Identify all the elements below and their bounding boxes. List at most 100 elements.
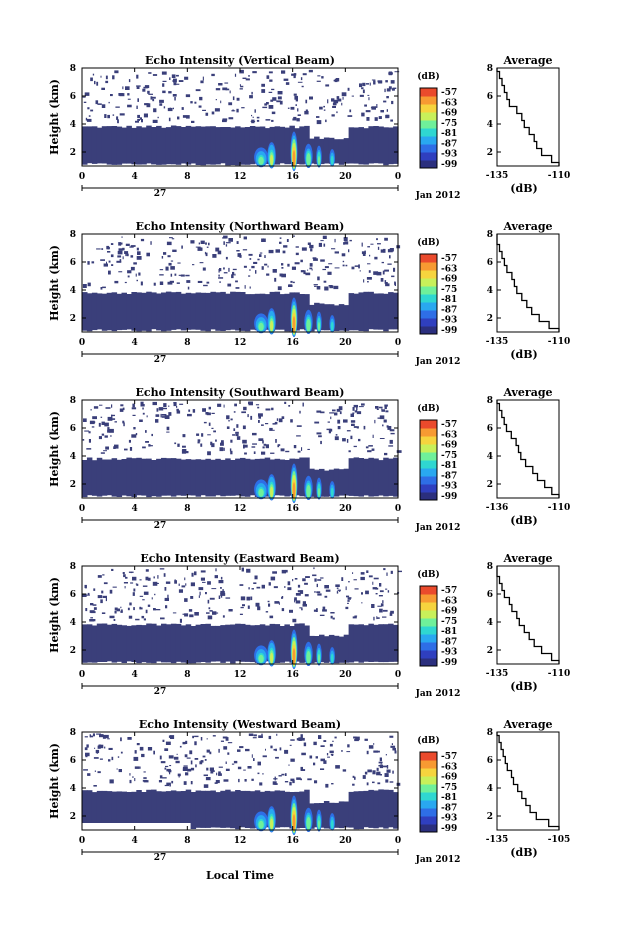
echo-cell	[393, 792, 399, 829]
echo-cell	[109, 779, 114, 784]
echo-cell	[159, 281, 164, 285]
echo-cell	[233, 428, 236, 431]
colorbar-tick-label: -87	[441, 803, 457, 813]
chart-title: Echo Intensity (Eastward Beam)	[140, 552, 339, 565]
colorbar-swatch	[420, 752, 437, 761]
echo-cell	[270, 818, 274, 830]
echo-cell	[106, 624, 113, 662]
echo-cell	[112, 75, 115, 80]
echo-cell	[279, 126, 285, 164]
echo-cell	[288, 284, 293, 287]
echo-cell	[220, 442, 224, 446]
echo-cell	[333, 468, 340, 497]
echo-cell	[98, 744, 102, 747]
echo-cell	[316, 608, 318, 612]
echo-cell	[251, 754, 253, 758]
echo-cell	[93, 785, 97, 787]
y-axis-label: Height (km)	[48, 79, 61, 155]
colorbar-swatch	[420, 760, 437, 769]
echo-cell	[277, 286, 282, 291]
echo-cell	[349, 597, 352, 599]
echo-cell	[249, 269, 251, 271]
colorbar-tick-label: -99	[441, 824, 457, 834]
echo-cell	[327, 421, 330, 423]
echo-cell	[274, 277, 277, 282]
echo-cell	[248, 733, 254, 736]
echo-cell	[279, 459, 285, 496]
echo-cell	[86, 744, 89, 748]
x-tick-label: 12	[234, 504, 247, 514]
echo-cell	[158, 780, 162, 783]
echo-cell	[274, 458, 281, 496]
echo-cell	[160, 617, 165, 620]
echo-cell	[353, 445, 357, 448]
echo-cell	[353, 426, 357, 428]
echo-cell	[261, 266, 264, 270]
echo-cell	[230, 450, 233, 455]
echo-cell	[151, 597, 153, 600]
echo-cell	[303, 270, 306, 275]
echo-cell	[179, 403, 184, 405]
echo-cell	[346, 751, 351, 753]
echo-cell	[223, 779, 229, 782]
echo-cell	[243, 444, 245, 449]
echo-cell	[242, 77, 247, 79]
echo-cell	[249, 126, 256, 165]
echo-cell	[110, 435, 112, 437]
echo-cell	[388, 458, 394, 496]
echo-cell	[223, 267, 225, 270]
echo-cell	[392, 770, 394, 774]
echo-cell	[182, 445, 186, 448]
colorbar-swatch	[420, 634, 437, 643]
echo-cell	[250, 596, 253, 601]
echo-cell	[302, 601, 306, 605]
echo-cell	[203, 784, 209, 788]
echo-cell	[107, 429, 111, 433]
echo-cell	[156, 791, 162, 823]
echo-cell	[387, 590, 390, 593]
echo-cell	[151, 789, 157, 823]
echo-cell	[176, 408, 179, 412]
echo-cell	[188, 609, 193, 612]
echo-cell	[155, 414, 160, 417]
echo-cell	[138, 272, 141, 276]
echo-cell	[232, 434, 236, 436]
echo-cell	[137, 119, 140, 121]
echo-cell	[128, 571, 134, 573]
echo-cell	[140, 401, 144, 405]
echo-cell	[122, 256, 124, 260]
echo-cell	[371, 448, 375, 451]
echo-cell	[140, 281, 143, 286]
echo-cell	[269, 615, 274, 619]
echo-cell	[261, 424, 264, 426]
echo-cell	[253, 582, 257, 584]
echo-cell	[100, 287, 103, 290]
echo-cell	[111, 568, 114, 571]
echo-cell	[320, 240, 324, 242]
echo-cell	[106, 791, 113, 823]
echo-cell	[184, 76, 189, 80]
echo-cell	[240, 623, 246, 662]
echo-cell	[378, 789, 384, 828]
echo-cell	[183, 765, 188, 767]
echo-cell	[247, 414, 249, 418]
echo-cell	[339, 590, 341, 592]
echo-cell	[181, 245, 183, 249]
echo-cell	[169, 237, 173, 239]
echo-cell	[110, 254, 114, 258]
echo-cell	[139, 579, 142, 581]
average-frame	[496, 731, 560, 831]
echo-cell	[319, 614, 325, 616]
echo-cell	[248, 587, 250, 590]
echo-cell	[121, 791, 127, 823]
echo-cell	[244, 624, 251, 662]
echo-cell	[222, 589, 224, 592]
colorbar-tick-label: -57	[441, 420, 457, 430]
echo-cell	[224, 82, 229, 84]
echo-cell	[167, 255, 171, 258]
echo-cell	[253, 758, 255, 761]
echo-cell	[278, 602, 280, 605]
echo-cell	[320, 577, 324, 579]
colorbar-swatch	[420, 800, 437, 809]
echo-cell	[228, 238, 233, 242]
